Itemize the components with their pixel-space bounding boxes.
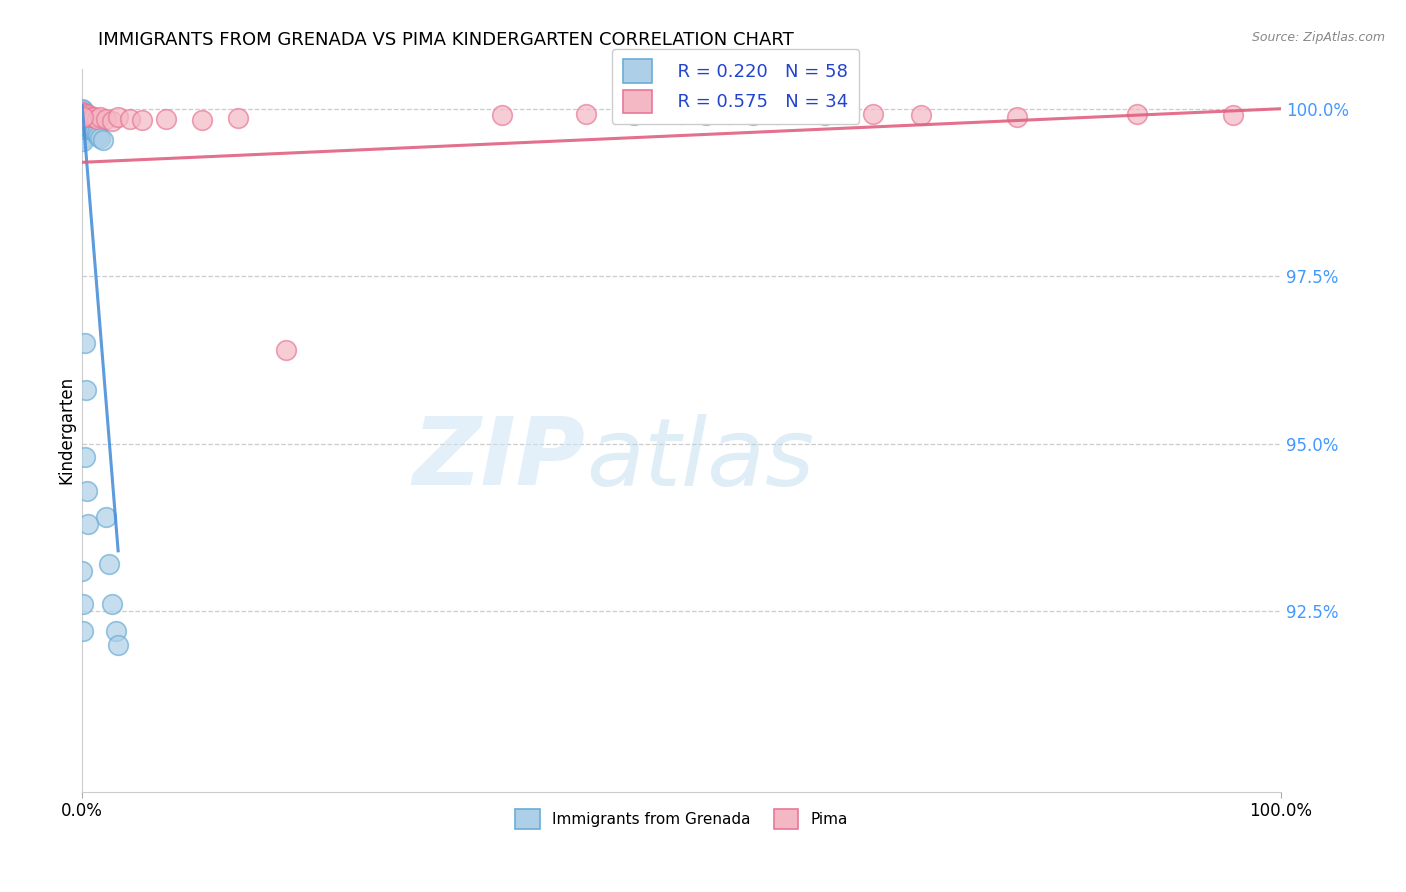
Point (72, 624, 94, 639)
Point (79, 108, 101, 122)
Point (76, 113, 98, 128)
Point (70, 112, 93, 126)
Point (76, 120, 98, 135)
Point (94, 112, 117, 126)
Point (274, 343, 297, 357)
Point (155, 112, 177, 126)
Point (72, 134, 94, 148)
Point (84, 125, 107, 139)
Point (86, 112, 108, 126)
Point (131, 113, 153, 128)
Point (83, 111, 105, 125)
Point (101, 113, 124, 128)
Legend: Immigrants from Grenada, Pima: Immigrants from Grenada, Pima (509, 803, 853, 835)
Point (73, 450, 96, 464)
Point (89, 110, 111, 124)
Point (575, 107, 598, 121)
Point (91, 132, 114, 146)
Point (695, 108, 717, 122)
Point (70, 564, 93, 578)
Point (75, 383, 97, 397)
Point (73, 112, 96, 127)
Point (70, 119, 93, 133)
Point (97, 558, 120, 572)
Point (73, 336, 96, 351)
Point (72, 107, 94, 121)
Point (671, 107, 693, 121)
Text: ZIP: ZIP (413, 413, 586, 505)
Point (72, 103, 94, 117)
Point (80, 110, 103, 124)
Point (76, 110, 98, 124)
Point (72, 113, 94, 128)
Text: Source: ZipAtlas.com: Source: ZipAtlas.com (1251, 31, 1385, 45)
Point (75, 116, 97, 130)
Point (94, 510, 117, 524)
Point (72, 130, 94, 145)
Point (73, 108, 96, 122)
Point (107, 111, 129, 125)
Point (73, 109, 96, 123)
Point (1126, 107, 1149, 121)
Point (72, 598, 94, 612)
Point (72, 117, 94, 131)
Point (70, 115, 93, 129)
Point (814, 108, 837, 122)
Point (79, 120, 101, 135)
Point (72, 110, 94, 124)
Point (1222, 108, 1244, 122)
Point (72, 120, 94, 135)
Y-axis label: Kindergarten: Kindergarten (58, 376, 75, 484)
Point (101, 598, 124, 612)
Point (80, 120, 103, 135)
Point (120, 112, 142, 126)
Point (86, 127, 108, 141)
Point (623, 108, 645, 122)
Point (104, 624, 127, 639)
Point (79, 121, 101, 136)
Point (73, 116, 96, 130)
Point (73, 122, 96, 136)
Point (70, 125, 93, 139)
Point (70, 121, 93, 136)
Point (73, 105, 96, 120)
Point (910, 108, 932, 122)
Point (72, 124, 94, 138)
Point (72, 106, 94, 120)
Point (79, 119, 101, 133)
Point (742, 108, 765, 122)
Point (79, 117, 101, 131)
Point (75, 113, 97, 128)
Point (75, 110, 97, 124)
Point (77, 516, 100, 531)
Point (226, 111, 249, 125)
Point (87, 128, 110, 143)
Point (718, 107, 741, 121)
Point (73, 119, 96, 133)
Point (107, 638, 129, 652)
Point (70, 105, 93, 120)
Point (76, 117, 98, 131)
Point (72, 127, 94, 141)
Point (76, 483, 98, 498)
Point (1005, 110, 1028, 124)
Point (72, 111, 94, 125)
Point (82, 121, 104, 136)
Point (70, 105, 93, 120)
Point (77, 115, 100, 129)
Point (862, 107, 884, 121)
Point (70, 108, 93, 122)
Point (77, 119, 100, 133)
Text: atlas: atlas (586, 414, 814, 505)
Point (191, 113, 214, 128)
Point (491, 108, 513, 122)
Point (766, 107, 789, 121)
Point (70, 102, 93, 116)
Point (75, 107, 97, 121)
Point (89, 130, 111, 145)
Point (75, 120, 97, 134)
Text: IMMIGRANTS FROM GRENADA VS PIMA KINDERGARTEN CORRELATION CHART: IMMIGRANTS FROM GRENADA VS PIMA KINDERGA… (98, 31, 794, 49)
Point (83, 123, 105, 137)
